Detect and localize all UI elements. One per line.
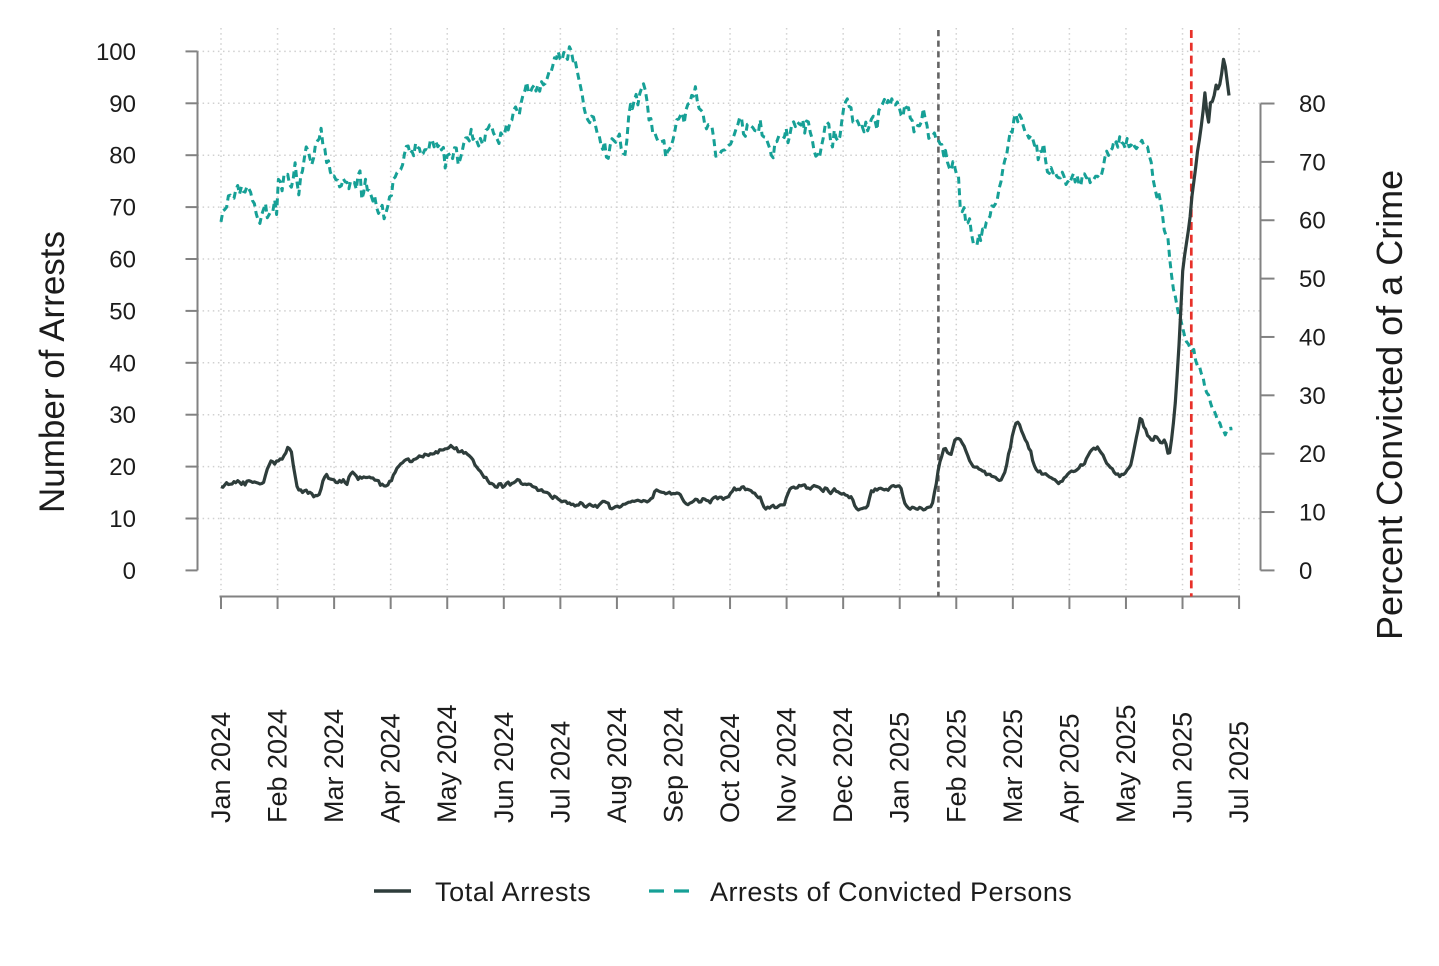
svg-text:0: 0 xyxy=(123,558,136,585)
svg-text:Percent Convicted of a Crime: Percent Convicted of a Crime xyxy=(1369,170,1410,640)
svg-text:Jan 2024: Jan 2024 xyxy=(206,712,236,823)
svg-text:Mar 2025: Mar 2025 xyxy=(998,709,1028,823)
svg-text:70: 70 xyxy=(1299,149,1326,176)
svg-text:20: 20 xyxy=(109,454,136,481)
svg-text:30: 30 xyxy=(1299,383,1326,410)
svg-text:Arrests of Convicted Persons: Arrests of Convicted Persons xyxy=(710,877,1072,907)
svg-text:0: 0 xyxy=(1299,558,1312,585)
svg-text:Jul 2024: Jul 2024 xyxy=(545,721,575,823)
svg-text:Jul 2025: Jul 2025 xyxy=(1224,721,1254,823)
svg-text:Apr 2025: Apr 2025 xyxy=(1054,713,1084,823)
svg-text:Total Arrests: Total Arrests xyxy=(435,877,591,907)
svg-text:80: 80 xyxy=(109,143,136,170)
svg-text:50: 50 xyxy=(109,298,136,325)
svg-text:Feb 2025: Feb 2025 xyxy=(941,709,971,823)
svg-text:70: 70 xyxy=(109,195,136,222)
svg-text:Dec 2024: Dec 2024 xyxy=(828,707,858,823)
svg-text:10: 10 xyxy=(1299,500,1326,527)
svg-text:Number of Arrests: Number of Arrests xyxy=(33,231,72,513)
svg-text:Aug 2024: Aug 2024 xyxy=(602,707,632,823)
svg-text:Feb 2024: Feb 2024 xyxy=(263,709,293,823)
svg-text:Mar 2024: Mar 2024 xyxy=(319,709,349,823)
svg-text:10: 10 xyxy=(109,506,136,533)
svg-text:May 2025: May 2025 xyxy=(1111,704,1141,823)
svg-text:40: 40 xyxy=(1299,325,1326,352)
svg-text:90: 90 xyxy=(109,91,136,118)
svg-text:Jun 2025: Jun 2025 xyxy=(1168,712,1198,823)
svg-text:Sep 2024: Sep 2024 xyxy=(658,707,688,823)
svg-text:60: 60 xyxy=(1299,208,1326,235)
svg-text:80: 80 xyxy=(1299,91,1326,118)
svg-text:100: 100 xyxy=(96,39,136,66)
svg-text:40: 40 xyxy=(109,350,136,377)
svg-text:Jun 2024: Jun 2024 xyxy=(489,712,519,823)
svg-text:Oct 2024: Oct 2024 xyxy=(715,713,745,823)
svg-text:Jan 2025: Jan 2025 xyxy=(885,712,915,823)
svg-text:May 2024: May 2024 xyxy=(432,704,462,823)
svg-text:60: 60 xyxy=(109,247,136,274)
svg-text:Apr 2024: Apr 2024 xyxy=(376,713,406,823)
svg-text:30: 30 xyxy=(109,402,136,429)
svg-text:Nov 2024: Nov 2024 xyxy=(772,707,802,823)
svg-text:50: 50 xyxy=(1299,266,1326,293)
svg-text:20: 20 xyxy=(1299,441,1326,468)
